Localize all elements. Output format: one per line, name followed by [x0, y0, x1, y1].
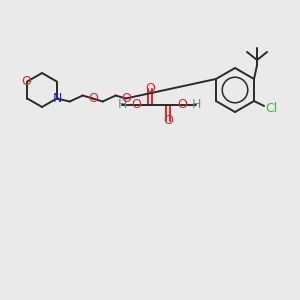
- Text: O: O: [21, 75, 31, 88]
- Text: H: H: [191, 98, 201, 112]
- Text: O: O: [177, 98, 187, 112]
- Text: N: N: [53, 92, 62, 105]
- Text: Cl: Cl: [265, 101, 277, 115]
- Text: O: O: [88, 92, 98, 105]
- Text: O: O: [131, 98, 141, 112]
- Text: H: H: [117, 98, 127, 112]
- Text: O: O: [145, 82, 155, 95]
- Text: O: O: [163, 115, 173, 128]
- Text: O: O: [121, 92, 131, 105]
